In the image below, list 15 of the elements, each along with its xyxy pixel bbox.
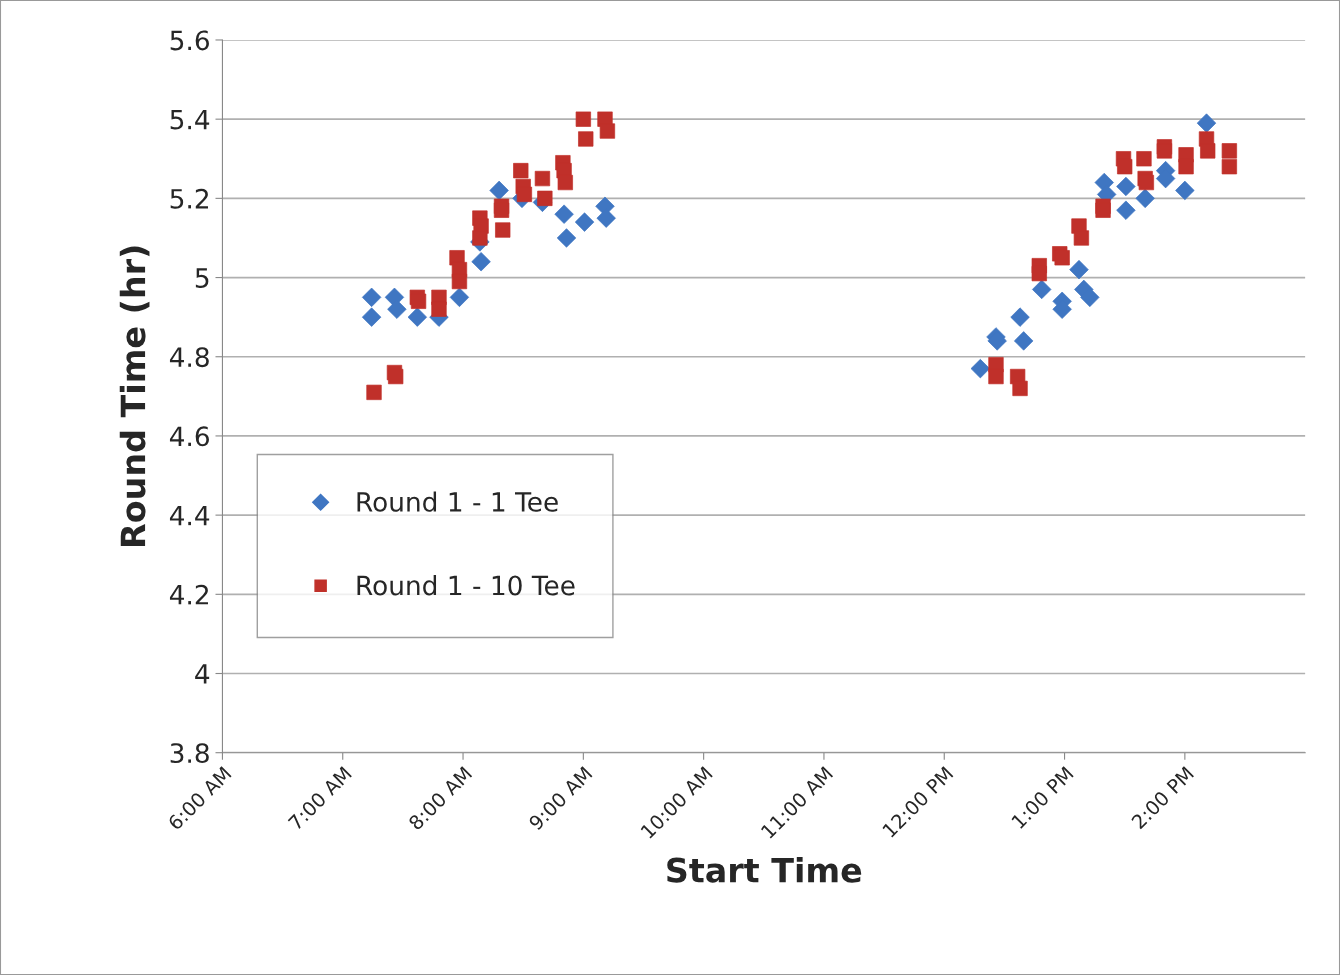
y-tick-label: 5 — [195, 268, 209, 288]
y-tick-label: 4.4 — [169, 505, 210, 526]
legend-label: Round 1 - 1 Tee — [357, 491, 558, 512]
x-axis-title: Start Time — [667, 856, 862, 883]
point — [554, 204, 574, 224]
y-tick-label: 3.8 — [170, 743, 209, 764]
y-tick-label: 4.8 — [169, 347, 209, 368]
y-tick-label: 4 — [195, 664, 210, 684]
y-tick-label: 4.6 — [169, 426, 209, 447]
legend-label: Round 1 - 10 Tee — [357, 575, 575, 596]
y-tick-label: 4.2 — [169, 584, 208, 605]
y-tick-label: 5.4 — [170, 109, 210, 130]
y-tick-label: 5.6 — [170, 30, 209, 51]
y-axis-title: Round Time (hr) — [119, 246, 150, 546]
y-tick-label: 5.2 — [170, 188, 208, 209]
